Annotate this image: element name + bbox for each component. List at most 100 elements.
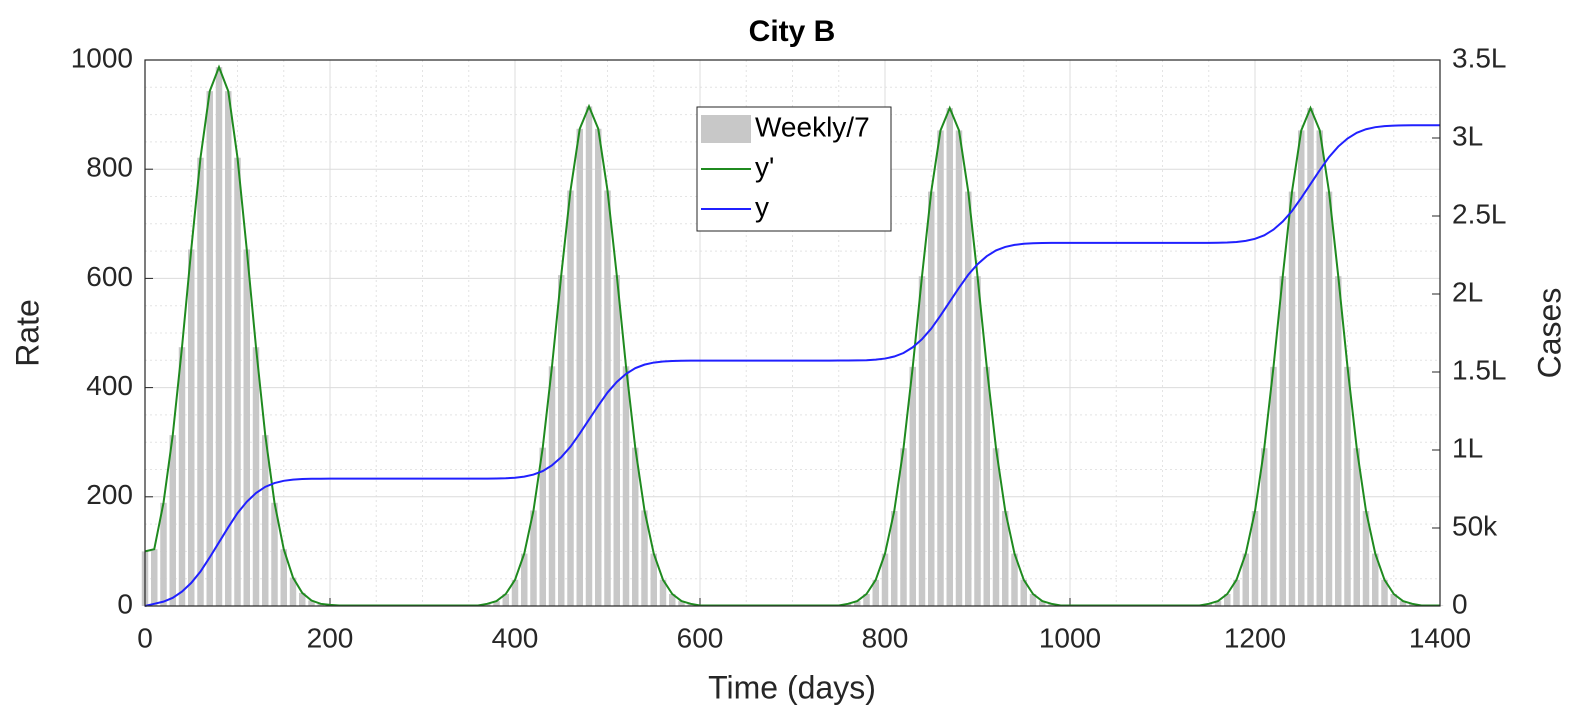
x-tick-label: 800 bbox=[862, 622, 909, 653]
bar bbox=[595, 128, 602, 606]
y2-axis-label: Cases bbox=[1531, 288, 1567, 379]
bar bbox=[206, 91, 213, 606]
bar bbox=[983, 366, 990, 606]
bar bbox=[484, 603, 491, 606]
bar bbox=[1325, 191, 1333, 606]
legend-label: Weekly/7 bbox=[755, 111, 870, 142]
bar bbox=[937, 130, 944, 606]
bar bbox=[632, 447, 639, 606]
y2-tick-label: 1L bbox=[1452, 432, 1483, 463]
bar bbox=[243, 249, 250, 606]
bar bbox=[530, 510, 537, 606]
bar bbox=[1307, 108, 1314, 606]
y2-tick-label: 0 bbox=[1452, 588, 1468, 619]
bar bbox=[160, 502, 167, 606]
y2-tick-label: 3.5L bbox=[1452, 42, 1507, 73]
bar bbox=[1214, 601, 1222, 606]
y2-tick-label: 1.5L bbox=[1452, 354, 1507, 385]
bar bbox=[891, 510, 898, 606]
bar bbox=[567, 190, 574, 606]
bar bbox=[252, 347, 260, 606]
y2-tick-label: 3L bbox=[1452, 120, 1483, 151]
bar bbox=[539, 447, 546, 606]
y2-tick-label: 2.5L bbox=[1452, 198, 1507, 229]
bar bbox=[1251, 510, 1259, 606]
bar bbox=[613, 275, 620, 606]
x-tick-label: 1400 bbox=[1409, 622, 1471, 653]
bar bbox=[225, 91, 232, 606]
bar bbox=[1233, 579, 1240, 606]
bar bbox=[965, 191, 972, 606]
bar bbox=[687, 603, 694, 606]
bar bbox=[1353, 448, 1360, 606]
bar bbox=[928, 191, 935, 606]
line bbox=[144, 124, 1440, 607]
bar bbox=[317, 603, 324, 606]
bar bbox=[1335, 276, 1342, 606]
bar bbox=[1298, 130, 1305, 606]
bar bbox=[262, 435, 269, 606]
bar bbox=[1409, 603, 1416, 606]
bar bbox=[1205, 603, 1212, 606]
bar bbox=[872, 579, 879, 606]
bar bbox=[576, 128, 583, 606]
bar bbox=[511, 579, 519, 606]
bar bbox=[900, 448, 907, 606]
bar bbox=[604, 190, 611, 606]
bar bbox=[650, 553, 657, 606]
x-tick-label: 1200 bbox=[1224, 622, 1286, 653]
bar bbox=[1362, 510, 1370, 606]
bar bbox=[844, 603, 852, 606]
bar bbox=[178, 347, 186, 606]
y-tick-label: 1000 bbox=[71, 42, 133, 73]
bar bbox=[1224, 593, 1231, 606]
x-axis-label: Time (days) bbox=[708, 669, 876, 705]
bar bbox=[1381, 579, 1388, 606]
y-tick-label: 200 bbox=[86, 479, 133, 510]
bar bbox=[1288, 191, 1296, 606]
bar bbox=[669, 593, 676, 606]
bar bbox=[234, 157, 241, 606]
x-tick-label: 200 bbox=[307, 622, 354, 653]
bar bbox=[1020, 579, 1027, 606]
bar bbox=[659, 579, 667, 606]
bar bbox=[493, 601, 500, 606]
plot-frame bbox=[144, 59, 1441, 607]
bar bbox=[197, 157, 204, 606]
bar bbox=[854, 601, 861, 606]
legend-label: y' bbox=[755, 151, 774, 182]
y-tick-label: 400 bbox=[86, 370, 133, 401]
bar bbox=[1344, 366, 1351, 606]
bar bbox=[641, 510, 648, 606]
bar bbox=[946, 108, 953, 606]
bar bbox=[1029, 593, 1037, 606]
bar bbox=[1316, 130, 1323, 606]
bar bbox=[955, 130, 963, 606]
bar bbox=[289, 577, 297, 606]
bar bbox=[992, 448, 1000, 606]
bar bbox=[548, 366, 556, 606]
bar bbox=[521, 553, 528, 606]
bar bbox=[622, 366, 630, 606]
bar bbox=[1372, 553, 1379, 606]
bar bbox=[1011, 553, 1018, 606]
chart-title: City B bbox=[749, 15, 836, 48]
bar bbox=[299, 592, 306, 606]
bar bbox=[215, 67, 223, 606]
x-tick-label: 600 bbox=[677, 622, 724, 653]
y-axis-label: Rate bbox=[9, 299, 45, 367]
bar bbox=[863, 593, 870, 606]
bar bbox=[1002, 510, 1009, 606]
bar bbox=[1279, 276, 1286, 606]
x-tick-label: 400 bbox=[492, 622, 539, 653]
bar bbox=[558, 275, 565, 606]
bar bbox=[678, 601, 685, 606]
x-tick-label: 1000 bbox=[1039, 622, 1101, 653]
y-tick-label: 600 bbox=[86, 261, 133, 292]
bar bbox=[169, 435, 176, 606]
x-tick-label: 0 bbox=[137, 622, 153, 653]
bar bbox=[1261, 448, 1268, 606]
bar bbox=[1039, 601, 1046, 606]
y-tick-label: 0 bbox=[117, 588, 133, 619]
